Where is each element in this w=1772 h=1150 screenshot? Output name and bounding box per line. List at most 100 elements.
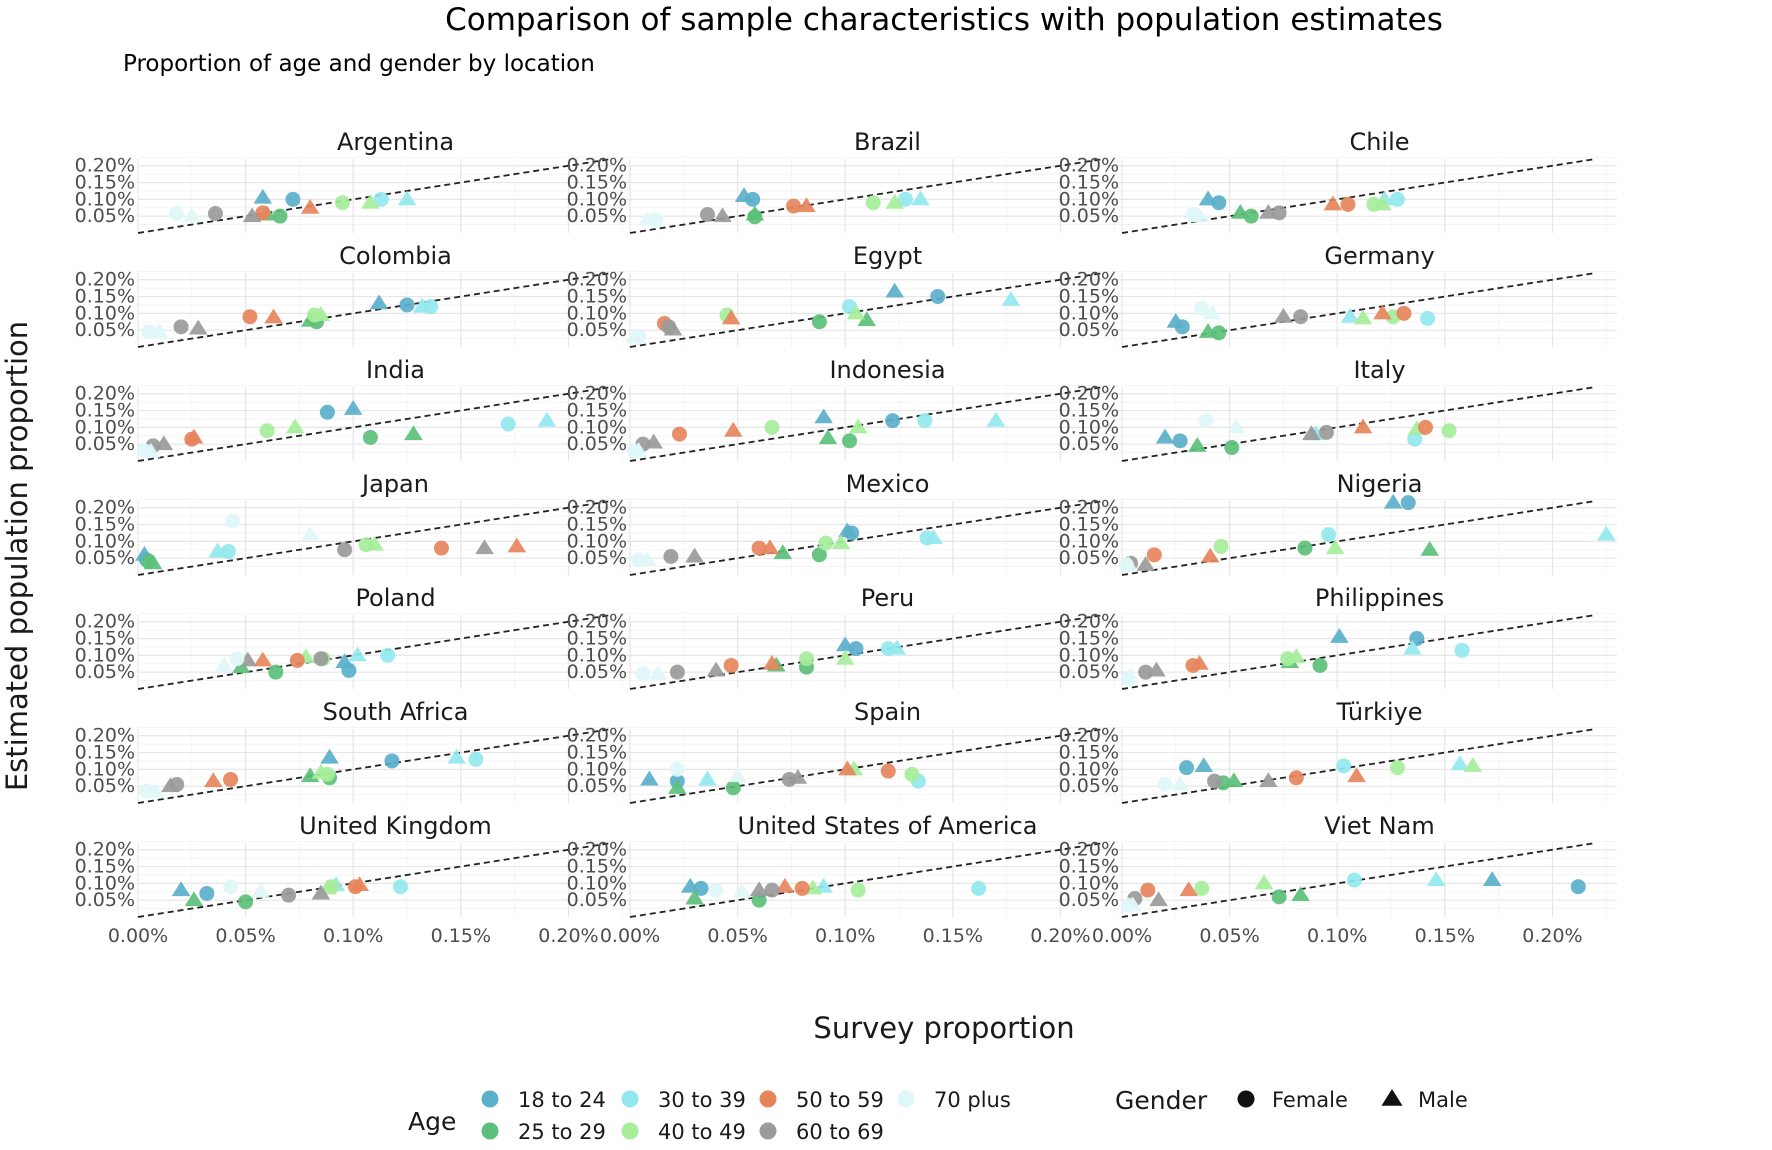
legend-label-40-to-49: 40 to 49 bbox=[658, 1120, 746, 1144]
data-point-female bbox=[1297, 540, 1313, 556]
data-point-female bbox=[384, 753, 400, 769]
data-point-female bbox=[669, 664, 685, 680]
data-point-male bbox=[728, 767, 747, 783]
data-point-male bbox=[1254, 874, 1274, 890]
chart-title: Comparison of sample characteristics wit… bbox=[445, 2, 1443, 38]
y-tick-label: 0.10% bbox=[1059, 530, 1119, 552]
y-tick-label: 0.05% bbox=[567, 661, 627, 683]
data-point-male bbox=[685, 889, 704, 905]
data-point-female bbox=[1389, 191, 1405, 207]
y-tick-label: 0.15% bbox=[1059, 400, 1119, 422]
data-point-male bbox=[204, 772, 223, 788]
y-tick-label: 0.05% bbox=[75, 661, 135, 683]
data-point-female bbox=[669, 761, 685, 777]
y-tick-label: 0.15% bbox=[567, 172, 627, 194]
legend-key-30-to-39 bbox=[621, 1090, 639, 1108]
y-tick-label: 0.10% bbox=[567, 302, 627, 324]
y-tick-label: 0.05% bbox=[567, 547, 627, 569]
y-tick-label: 0.15% bbox=[567, 514, 627, 536]
data-point-male bbox=[835, 649, 855, 665]
data-point-female bbox=[1389, 760, 1405, 776]
data-point-male bbox=[1420, 540, 1440, 556]
panel-strip-label: United States of America bbox=[738, 812, 1038, 840]
y-tick-label: 0.10% bbox=[567, 416, 627, 438]
data-point-female bbox=[1407, 431, 1423, 447]
data-point-male bbox=[507, 537, 527, 553]
data-point-male bbox=[141, 442, 161, 458]
legend-label-50-to-59: 50 to 59 bbox=[796, 1088, 884, 1112]
panel-strip-label: Indonesia bbox=[829, 356, 945, 384]
panel-strip-label: South Africa bbox=[323, 698, 469, 726]
data-point-female bbox=[1321, 527, 1337, 543]
y-tick-label: 0.05% bbox=[75, 319, 135, 341]
data-point-male bbox=[1325, 539, 1345, 555]
y-tick-label: 0.10% bbox=[1059, 872, 1119, 894]
data-point-male bbox=[663, 320, 683, 336]
data-point-male bbox=[182, 207, 202, 223]
data-point-male bbox=[848, 418, 868, 434]
y-tick-label: 0.15% bbox=[567, 286, 627, 308]
y-tick-label: 0.05% bbox=[1059, 661, 1119, 683]
y-tick-label: 0.15% bbox=[75, 856, 135, 878]
y-tick-label: 0.20% bbox=[567, 497, 627, 519]
data-point-female bbox=[794, 880, 810, 896]
data-point-male bbox=[732, 882, 752, 898]
panel-strip-label: India bbox=[366, 356, 425, 384]
y-tick-label: 0.05% bbox=[567, 205, 627, 227]
y-tick-label: 0.10% bbox=[75, 758, 135, 780]
data-point-male bbox=[320, 748, 339, 764]
panel-strip-label: Mexico bbox=[846, 470, 930, 498]
data-point-male bbox=[1203, 304, 1222, 320]
data-point-male bbox=[1426, 871, 1446, 886]
y-tick-label: 0.20% bbox=[567, 155, 627, 177]
data-point-female bbox=[380, 647, 396, 663]
data-point-male bbox=[831, 534, 851, 550]
data-point-female bbox=[1400, 495, 1416, 511]
y-tick-label: 0.15% bbox=[567, 400, 627, 422]
data-point-female bbox=[844, 525, 860, 541]
data-point-male bbox=[348, 646, 367, 662]
data-point-male bbox=[1001, 291, 1021, 306]
data-point-female bbox=[468, 751, 484, 767]
x-tick-label: 0.05% bbox=[707, 925, 767, 947]
data-point-male bbox=[1353, 418, 1373, 434]
legend-label-70-plus: 70 plus bbox=[934, 1088, 1011, 1112]
data-point-male bbox=[1383, 493, 1403, 509]
data-point-male bbox=[1136, 556, 1155, 571]
data-point-female bbox=[747, 209, 763, 225]
legend-label-30-to-39: 30 to 39 bbox=[658, 1088, 746, 1112]
x-tick-label: 0.10% bbox=[815, 925, 875, 947]
y-tick-label: 0.15% bbox=[567, 628, 627, 650]
y-tick-label: 0.10% bbox=[1059, 644, 1119, 666]
y-axis-title: Estimated population proportion bbox=[0, 321, 34, 791]
data-point-female bbox=[289, 652, 305, 668]
data-point-female bbox=[635, 666, 651, 682]
panel-mexico: Mexico 0.05% 0.10% 0.15%0.20% bbox=[567, 470, 1125, 576]
y-tick-label: 0.15% bbox=[75, 742, 135, 764]
data-point-male bbox=[1450, 755, 1470, 771]
data-point-female bbox=[1346, 872, 1362, 888]
data-point-male bbox=[857, 311, 877, 327]
data-point-female bbox=[1340, 196, 1356, 212]
data-point-male bbox=[404, 425, 423, 441]
data-point-male bbox=[475, 539, 494, 555]
y-tick-label: 0.10% bbox=[1059, 416, 1119, 438]
data-point-male bbox=[1121, 668, 1140, 684]
data-point-female bbox=[723, 657, 739, 673]
data-point-male bbox=[773, 544, 793, 560]
y-tick-label: 0.05% bbox=[75, 547, 135, 569]
data-point-female bbox=[672, 426, 687, 442]
y-tick-label: 0.05% bbox=[1059, 889, 1119, 911]
data-point-female bbox=[885, 413, 901, 429]
data-point-female bbox=[1441, 423, 1457, 439]
y-tick-label: 0.20% bbox=[1059, 725, 1119, 747]
data-point-female bbox=[173, 319, 189, 335]
y-tick-label: 0.20% bbox=[75, 611, 135, 633]
legend-label-18-to-24: 18 to 24 bbox=[518, 1088, 606, 1112]
y-tick-label: 0.20% bbox=[75, 269, 135, 291]
data-point-male bbox=[706, 661, 726, 677]
